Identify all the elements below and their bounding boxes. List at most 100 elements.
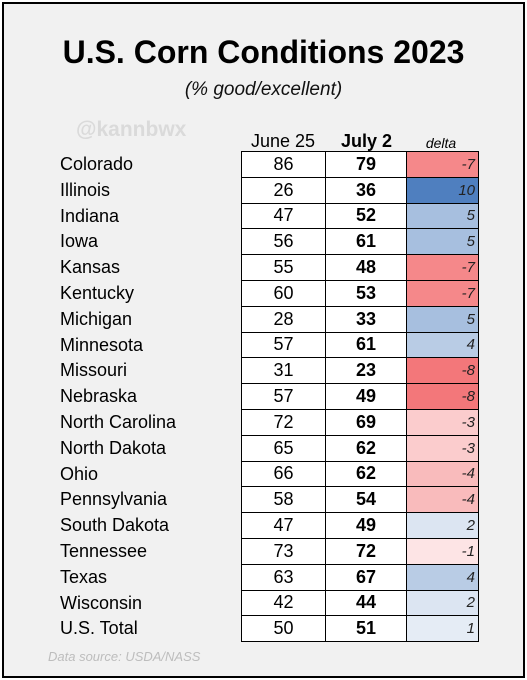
cell-june25: 47 [241,512,326,539]
table-row: 58 54 -4 [241,486,479,514]
cell-delta: -3 [406,408,479,436]
cell-delta: 5 [406,228,479,256]
table-row: 57 61 4 [241,331,479,359]
cell-delta: -4 [406,486,479,514]
cell-june25: 63 [241,563,326,591]
row-label: Wisconsin [60,592,143,613]
cell-july2: 33 [325,305,407,333]
table-row: 26 36 10 [241,176,479,204]
cell-delta: -7 [406,151,479,178]
cell-july2: 54 [325,486,407,514]
cell-june25: 31 [241,357,326,385]
row-label: Iowa [60,231,99,252]
cell-june25: 50 [241,615,326,643]
cell-june25: 55 [241,254,326,281]
cell-delta: -8 [406,357,479,385]
row-label: North Dakota [60,437,167,458]
cell-delta: 4 [406,331,479,359]
cell-july2: 62 [325,434,407,462]
cell-july2: 48 [325,254,407,281]
cell-july2: 61 [325,228,407,256]
table-row: 31 23 -8 [241,357,479,385]
row-label: Nebraska [60,386,138,407]
cell-delta: 4 [406,563,479,591]
row-label: Missouri [60,360,128,381]
row-label: Tennessee [60,540,148,561]
cell-july2: 49 [325,512,407,539]
cell-july2: 52 [325,202,407,230]
state-labels: Colorado Illinois Indiana Iowa Kansas Kentuck… [60,152,176,642]
cell-delta: 2 [406,589,479,617]
cell-june25: 42 [241,589,326,617]
data-source: Data source: USDA/NASS [48,649,201,664]
table-row: 55 48 -7 [241,254,479,281]
row-label: Pennsylvania [60,489,168,510]
chart-subtitle: (% good/excellent) [184,79,343,100]
watermark: @kannbwx [76,118,187,141]
cell-june25: 72 [241,408,326,436]
row-label: U.S. Total [60,618,138,639]
table-row: 60 53 -7 [241,279,479,307]
cell-july2: 62 [325,460,407,488]
table-row: 56 61 5 [241,228,479,256]
column-header-july2: July 2 [340,131,393,151]
row-label: Indiana [60,205,120,226]
chart-title: U.S. Corn Conditions 2023 [62,34,465,70]
table-row: 28 33 5 [241,305,479,333]
cell-delta: -8 [406,383,479,410]
cell-delta: 5 [406,202,479,230]
cell-delta: -7 [406,279,479,307]
cell-delta: -3 [406,434,479,462]
table-row: 66 62 -4 [241,460,479,488]
cell-june25: 28 [241,305,326,333]
cell-june25: 73 [241,537,326,565]
table-row: 57 49 -8 [241,383,479,410]
table-row: 47 52 5 [241,202,479,230]
row-label: Kansas [60,257,121,278]
cell-delta: -1 [406,537,479,565]
cell-july2: 51 [325,615,407,643]
cell-july2: 79 [325,151,407,178]
column-header-june25: June 25 [250,131,316,151]
cell-july2: 44 [325,589,407,617]
row-label: Ohio [60,463,99,484]
row-label: Illinois [60,179,111,200]
cell-july2: 69 [325,408,407,436]
cell-delta: -7 [406,254,479,281]
table-row: 63 67 4 [241,563,479,591]
row-label: Michigan [60,308,133,329]
cell-july2: 49 [325,383,407,410]
table-row: 42 44 2 [241,589,479,617]
table-row: 50 51 1 [241,615,479,643]
row-label: Texas [60,566,108,587]
cell-delta: 5 [406,305,479,333]
data-table: 86 79 -7 26 36 10 47 52 5 56 61 5 55 48 -7 60 53 -7 28 33 5 5… [241,151,479,643]
table-row: 72 69 -3 [241,408,479,436]
cell-delta: 1 [406,615,479,643]
cell-delta: 10 [406,176,479,204]
cell-june25: 56 [241,228,326,256]
row-label: Minnesota [60,334,144,355]
cell-june25: 58 [241,486,326,514]
table-row: 65 62 -3 [241,434,479,462]
row-label: North Carolina [60,411,177,432]
cell-june25: 47 [241,202,326,230]
cell-july2: 53 [325,279,407,307]
cell-july2: 61 [325,331,407,359]
cell-june25: 57 [241,331,326,359]
cell-june25: 60 [241,279,326,307]
cell-june25: 86 [241,151,326,178]
cell-delta: 2 [406,512,479,539]
column-header-delta: delta [425,135,457,151]
row-label: Kentucky [60,282,135,303]
cell-june25: 66 [241,460,326,488]
cell-july2: 72 [325,537,407,565]
cell-delta: -4 [406,460,479,488]
cell-july2: 36 [325,176,407,204]
cell-june25: 57 [241,383,326,410]
cell-july2: 23 [325,357,407,385]
table-row: 86 79 -7 [241,151,479,178]
table-row: 47 49 2 [241,512,479,539]
table-row: 73 72 -1 [241,537,479,565]
